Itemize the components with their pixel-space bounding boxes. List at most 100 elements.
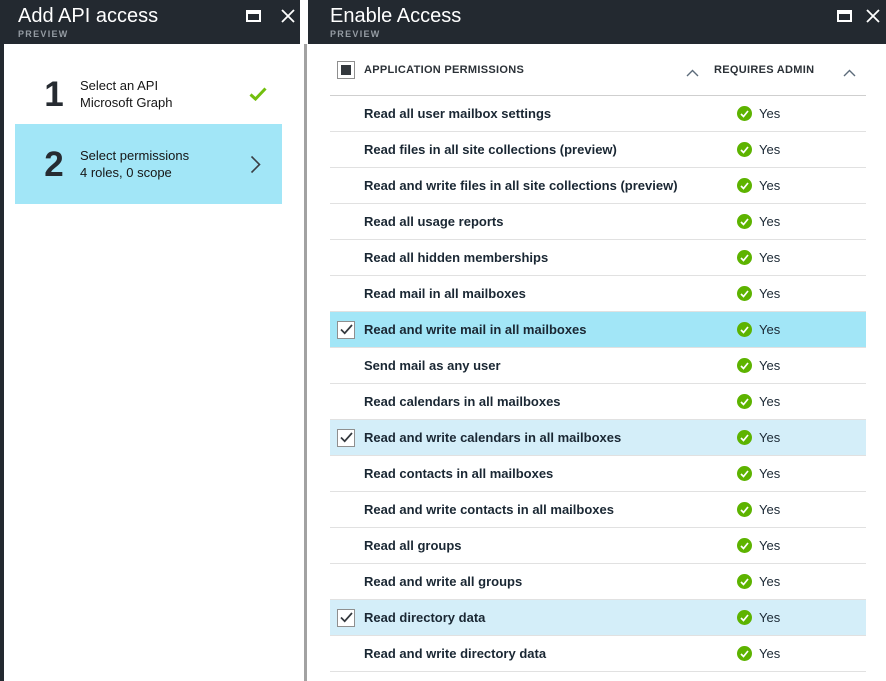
table-row[interactable]: Read and write contacts in all mailboxes… (330, 492, 866, 528)
green-check-circle-icon (737, 394, 752, 409)
maximize-icon (246, 9, 261, 22)
requires-admin-cell: Yes (737, 214, 780, 229)
checkmark-icon (339, 612, 353, 623)
right-maximize-button[interactable] (836, 8, 853, 23)
table-row[interactable]: Read all groups Yes (330, 528, 866, 564)
green-check-circle-icon (737, 430, 752, 445)
permission-label: Read directory data (364, 610, 486, 625)
requires-admin-cell: Yes (737, 430, 780, 445)
table-row[interactable]: Read contacts in all mailboxes Yes (330, 456, 866, 492)
blade-divider (304, 44, 307, 681)
green-check-circle-icon (737, 574, 752, 589)
requires-admin-cell: Yes (737, 250, 780, 265)
requires-admin-value: Yes (759, 106, 781, 121)
green-check-circle-icon (737, 646, 752, 661)
permissions-table: APPLICATION PERMISSIONS REQUIRES ADMIN (330, 44, 866, 672)
permission-label: Read and write contacts in all mailboxes (364, 502, 614, 517)
close-icon (280, 8, 295, 23)
left-blade-title: Add API access (18, 5, 159, 27)
step-subtitle: Microsoft Graph (80, 95, 173, 110)
step-select-permissions[interactable]: 2 Select permissions 4 roles, 0 scope (15, 124, 282, 204)
requires-admin-value: Yes (759, 430, 781, 445)
row-checkbox[interactable] (337, 320, 355, 339)
sort-caret-up-icon[interactable] (843, 69, 856, 77)
permission-label: Read all groups (364, 538, 462, 553)
requires-admin-cell: Yes (737, 502, 780, 517)
checkmark-icon (339, 324, 353, 335)
column-header-application-permissions[interactable]: APPLICATION PERMISSIONS (364, 63, 525, 76)
left-maximize-button[interactable] (245, 8, 262, 23)
table-row[interactable]: Read directory data Yes (330, 600, 866, 636)
requires-admin-value: Yes (759, 502, 781, 517)
table-row[interactable]: Read and write directory data Yes (330, 636, 866, 672)
requires-admin-cell: Yes (737, 610, 780, 625)
requires-admin-value: Yes (759, 286, 781, 301)
requires-admin-cell: Yes (737, 646, 780, 661)
permission-label: Read calendars in all mailboxes (364, 394, 561, 409)
table-row[interactable]: Read all hidden memberships Yes (330, 240, 866, 276)
requires-admin-value: Yes (759, 358, 781, 373)
step-subtitle: 4 roles, 0 scope (80, 165, 172, 180)
table-row[interactable]: Read mail in all mailboxes Yes (330, 276, 866, 312)
requires-admin-value: Yes (759, 538, 781, 553)
row-checkbox[interactable] (337, 608, 355, 627)
permission-label: Read all user mailbox settings (364, 106, 552, 121)
permission-label: Read mail in all mailboxes (364, 286, 526, 301)
right-close-button[interactable] (864, 8, 881, 23)
table-row[interactable]: Read calendars in all mailboxes Yes (330, 384, 866, 420)
requires-admin-value: Yes (759, 322, 781, 337)
permission-label: Read and write files in all site collect… (364, 178, 678, 193)
right-preview-badge: PREVIEW (330, 29, 381, 39)
permission-label: Read and write directory data (364, 646, 547, 661)
requires-admin-value: Yes (759, 142, 781, 157)
green-check-circle-icon (737, 214, 752, 229)
permission-label: Read and write all groups (364, 574, 523, 589)
green-check-circle-icon (737, 610, 752, 625)
green-check-circle-icon (737, 142, 752, 157)
step-number: 1 (44, 74, 64, 114)
table-row[interactable]: Send mail as any user Yes (330, 348, 866, 384)
table-row[interactable]: Read files in all site collections (prev… (330, 132, 866, 168)
table-row[interactable]: Read and write mail in all mailboxes Yes (330, 312, 866, 348)
table-row[interactable]: Read all user mailbox settings Yes (330, 96, 866, 132)
chevron-right-icon (250, 155, 261, 173)
requires-admin-value: Yes (759, 178, 781, 193)
requires-admin-cell: Yes (737, 142, 780, 157)
enable-access-header: Enable Access PREVIEW (308, 0, 886, 44)
green-check-circle-icon (737, 250, 752, 265)
requires-admin-cell: Yes (737, 322, 780, 337)
table-row[interactable]: Read and write all groups Yes (330, 564, 866, 600)
green-check-icon (249, 87, 267, 101)
select-all-checkbox[interactable] (337, 60, 355, 79)
column-header-requires-admin[interactable]: REQUIRES ADMIN (714, 64, 815, 76)
green-check-circle-icon (737, 322, 752, 337)
requires-admin-cell: Yes (737, 394, 780, 409)
table-row[interactable]: Read and write calendars in all mailboxe… (330, 420, 866, 456)
requires-admin-value: Yes (759, 394, 781, 409)
table-row[interactable]: Read and write files in all site collect… (330, 168, 866, 204)
requires-admin-value: Yes (759, 466, 781, 481)
table-row[interactable]: Read all usage reports Yes (330, 204, 866, 240)
permission-label: Read all usage reports (364, 214, 504, 229)
step-select-an-api[interactable]: 1 Select an API Microsoft Graph (4, 64, 300, 124)
requires-admin-cell: Yes (737, 358, 780, 373)
requires-admin-value: Yes (759, 250, 781, 265)
green-check-circle-icon (737, 106, 752, 121)
checkmark-icon (339, 432, 353, 443)
requires-admin-cell: Yes (737, 574, 780, 589)
row-checkbox[interactable] (337, 428, 355, 447)
green-check-circle-icon (737, 178, 752, 193)
step-number: 2 (44, 144, 64, 184)
permissions-table-header: APPLICATION PERMISSIONS REQUIRES ADMIN (330, 44, 866, 96)
left-close-button[interactable] (279, 8, 296, 23)
requires-admin-cell: Yes (737, 466, 780, 481)
permissions-table-body: Read all user mailbox settings Yes Read … (330, 96, 866, 672)
requires-admin-value: Yes (759, 574, 781, 589)
green-check-circle-icon (737, 502, 752, 517)
add-api-access-body: 1 Select an API Microsoft Graph 2 Select… (4, 44, 300, 681)
sort-caret-up-icon[interactable] (686, 69, 699, 77)
permission-label: Send mail as any user (364, 358, 501, 373)
left-preview-badge: PREVIEW (18, 29, 69, 39)
requires-admin-value: Yes (759, 646, 781, 661)
